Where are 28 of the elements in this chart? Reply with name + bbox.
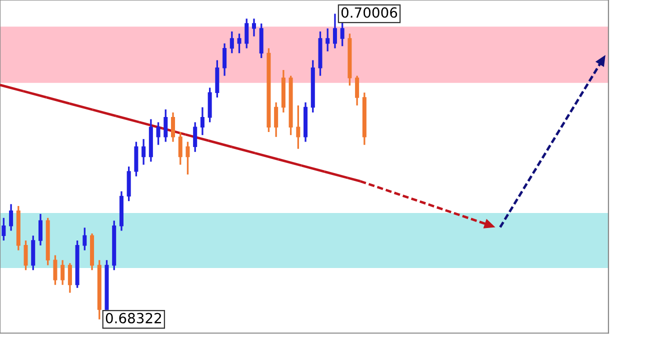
candlestick (186, 140, 190, 176)
candlestick (296, 104, 300, 150)
candlestick (244, 18, 249, 50)
candlestick (60, 259, 65, 286)
candlestick (178, 131, 182, 166)
candlestick (68, 262, 72, 294)
candlestick (38, 213, 42, 246)
annotation: 0.68322 (106, 312, 161, 324)
candlestick (164, 108, 168, 143)
candlestick (2, 217, 6, 242)
annotation: 0.70006 (341, 7, 398, 18)
candlestick (171, 112, 176, 143)
candlestick (230, 30, 234, 54)
candlestick (252, 18, 256, 38)
candlestick (82, 226, 87, 252)
candlestick (222, 42, 227, 77)
candlestick (326, 28, 330, 52)
candlestick (156, 121, 160, 146)
candlestick (274, 102, 278, 138)
candlestick (237, 32, 242, 54)
candlestick (193, 121, 198, 153)
candlestick (142, 138, 146, 166)
candlestick (332, 12, 337, 50)
candlestick (24, 240, 28, 271)
candlestick (53, 254, 58, 286)
candlestick (200, 106, 204, 136)
candlestick (9, 203, 14, 232)
candlestick (355, 74, 360, 106)
